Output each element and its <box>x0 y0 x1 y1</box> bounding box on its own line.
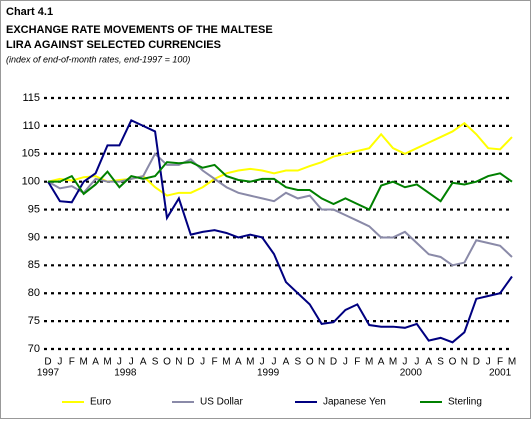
x-tick-label: M <box>103 357 111 368</box>
x-tick-label: F <box>497 357 503 368</box>
x-tick-label: F <box>212 357 218 368</box>
series-line <box>47 152 513 267</box>
y-tick-label: 85 <box>28 259 40 271</box>
x-tick-label: D <box>330 357 337 368</box>
x-tick-label: J <box>260 357 265 368</box>
legend-label: Euro <box>90 397 112 408</box>
x-tick-label: N <box>318 357 325 368</box>
x-tick-label: J <box>129 357 134 368</box>
y-tick-label: 80 <box>28 287 40 299</box>
x-tick-label: O <box>306 357 314 368</box>
y-tick-label: 105 <box>22 148 40 160</box>
x-tick-label: A <box>378 357 385 368</box>
x-tick-label: S <box>295 357 302 368</box>
x-tick-label: M <box>80 357 88 368</box>
x-tick-label: F <box>354 357 360 368</box>
x-tick-label: F <box>69 357 75 368</box>
x-group-label: 1999 <box>257 368 280 379</box>
x-tick-label: A <box>235 357 242 368</box>
x-tick-label: D <box>44 357 51 368</box>
x-group-label: 2001 <box>489 368 512 379</box>
chart-title: Chart 4.1 <box>6 6 53 18</box>
x-tick-label: J <box>272 357 277 368</box>
x-tick-label: M <box>222 357 230 368</box>
x-tick-label: J <box>117 357 122 368</box>
x-tick-label: A <box>92 357 99 368</box>
x-tick-label: S <box>152 357 159 368</box>
x-group-label: 1998 <box>114 368 137 379</box>
x-tick-label: M <box>365 357 373 368</box>
x-tick-label: J <box>343 357 348 368</box>
chart-subtitle: EXCHANGE RATE MOVEMENTS OF THE MALTESE <box>6 24 273 36</box>
x-tick-label: O <box>163 357 171 368</box>
y-tick-label: 90 <box>28 231 40 243</box>
y-tick-label: 75 <box>28 315 40 327</box>
x-group-label: 2000 <box>400 368 423 379</box>
legend-label: Japanese Yen <box>323 397 386 408</box>
x-tick-label: S <box>437 357 444 368</box>
x-tick-label: D <box>473 357 480 368</box>
x-tick-label: O <box>449 357 457 368</box>
y-tick-label: 115 <box>22 92 40 104</box>
y-tick-label: 95 <box>28 203 40 215</box>
x-tick-label: J <box>57 357 62 368</box>
y-tick-label: 110 <box>22 120 40 132</box>
x-tick-label: M <box>389 357 397 368</box>
x-tick-label: J <box>414 357 419 368</box>
x-tick-label: J <box>200 357 205 368</box>
y-tick-label: 100 <box>22 176 40 188</box>
series-line <box>47 118 513 344</box>
x-tick-label: M <box>508 357 516 368</box>
x-tick-label: N <box>461 357 468 368</box>
x-tick-label: D <box>187 357 194 368</box>
chart-note: (index of end-of-month rates, end-1997 =… <box>6 54 190 64</box>
x-tick-label: A <box>283 357 290 368</box>
x-tick-label: A <box>425 357 432 368</box>
x-tick-label: J <box>486 357 491 368</box>
y-tick-label: 70 <box>28 343 40 355</box>
x-tick-label: A <box>140 357 147 368</box>
x-tick-label: M <box>246 357 254 368</box>
legend-label: US Dollar <box>200 397 243 408</box>
chart-subtitle: LIRA AGAINST SELECTED CURRENCIES <box>6 39 221 51</box>
series-line <box>48 161 513 211</box>
x-tick-label: J <box>402 357 407 368</box>
legend-label: Sterling <box>448 397 482 408</box>
x-group-label: 1997 <box>37 368 60 379</box>
x-tick-label: N <box>175 357 182 368</box>
